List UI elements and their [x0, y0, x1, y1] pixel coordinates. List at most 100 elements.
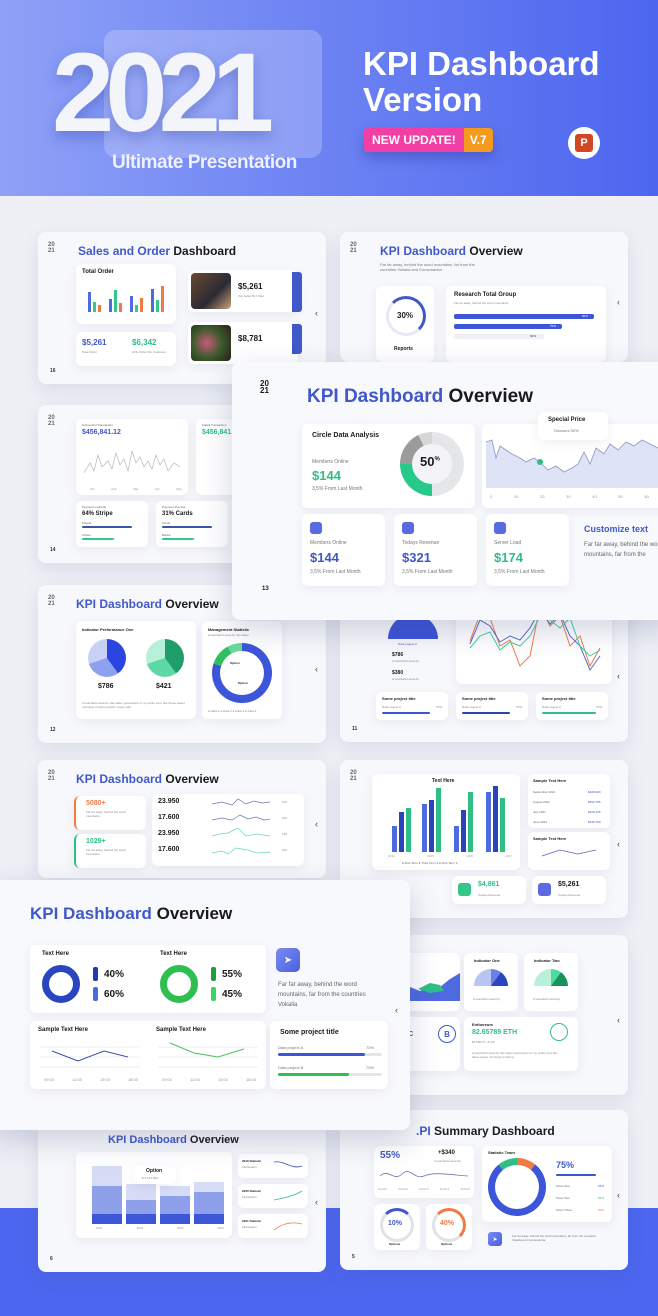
- row-tag: 225: [282, 848, 288, 852]
- gauge1-value: $786: [98, 683, 114, 690]
- plant-photo: [191, 325, 231, 361]
- order-tab[interactable]: [292, 272, 302, 312]
- card-title: Enthereum: [472, 1022, 493, 1027]
- gauge-blue: [88, 639, 126, 677]
- photo-value: $5,261: [238, 282, 263, 291]
- project-a-track: [278, 1053, 382, 1056]
- ring-10: [380, 1208, 414, 1242]
- kpi-sub: 3,5% From Last Month: [494, 569, 545, 575]
- photo-card-1: $5,261 Top Seller By Order: [188, 270, 298, 312]
- chevron-left-icon[interactable]: ‹: [617, 297, 620, 307]
- donut-option-label: Option: [238, 681, 248, 685]
- slide-title: KPI Dashboard Overview: [30, 904, 233, 923]
- ring-label: Reports: [394, 346, 413, 352]
- slide-sparkline-overview[interactable]: 20 21 KPI Dashboard Overview 5080+ Far fa…: [38, 760, 326, 878]
- summary-plus-sub: A wonderful serenity: [434, 1159, 462, 1163]
- slide-year: 20 21: [260, 379, 269, 395]
- project-card: Some project title Data project A 70%: [456, 692, 528, 720]
- chevron-left-icon[interactable]: ‹: [617, 671, 620, 681]
- card-title: Sample Text Here: [533, 836, 567, 841]
- project-bar: [382, 712, 430, 714]
- summary-description: Far far away, behind the word mountains,…: [512, 1234, 597, 1242]
- donut-option-label: Option: [230, 661, 240, 665]
- pct-female: 45%: [222, 989, 243, 1000]
- gender-stats-card: Text Here 40% 60% Text Here 55% 45%: [30, 945, 266, 1013]
- tooltip-sub: Discount 50%: [554, 428, 579, 433]
- female-icon: [211, 987, 216, 1001]
- chevron-left-icon[interactable]: ‹: [315, 819, 318, 829]
- card-label: Failed Transaction: [202, 423, 227, 427]
- chevron-left-icon[interactable]: ‹: [315, 1197, 318, 1207]
- trend-line: [274, 1222, 303, 1231]
- time-line-charts: [40, 1042, 258, 1068]
- slide-stacked-overview[interactable]: KPI Dashboard Overview 2021 2022 2023 2024 …: [38, 1122, 326, 1272]
- transaction-value: $456,841.12: [82, 429, 121, 436]
- stat-label: Total Order: [82, 350, 97, 354]
- ring-label: Options: [441, 1242, 453, 1246]
- card-sub: A wonderful serenity: [533, 997, 561, 1001]
- sparklines: [212, 798, 271, 855]
- photo-card-2: $8,781: [188, 322, 298, 364]
- row-label: Paypal: [82, 521, 92, 525]
- slide-featured-kpi-overview[interactable]: 20 21 KPI Dashboard Overview Circle Data …: [232, 362, 658, 620]
- card-title: Text Here: [160, 951, 187, 957]
- progress-bar-70: [454, 324, 562, 329]
- table-cell: $420.435: [588, 810, 601, 814]
- gauge-green: [534, 969, 568, 986]
- table-cell: June 2021: [533, 820, 548, 824]
- card-title: Circle Data Analysis: [312, 432, 380, 439]
- row-value: 17.600: [158, 814, 180, 821]
- transaction-value: $456,841.: [202, 429, 234, 436]
- bitcoin-icon: B: [438, 1025, 456, 1043]
- project-title: Some project title: [542, 696, 576, 701]
- team-pct-value: 55%: [598, 1196, 605, 1200]
- stat-title: 2019 Statistic: [242, 1159, 262, 1163]
- others-bar: [82, 538, 114, 540]
- send-icon[interactable]: ➤: [276, 948, 300, 972]
- slide-research-overview[interactable]: 20 21 KPI Dashboard Overview Far far away…: [340, 232, 628, 362]
- bitcoin-card: ITC B: [400, 1017, 460, 1071]
- time-line-chart-card: Sample Text Here Sample Text Here 09:00 1…: [30, 1021, 266, 1089]
- page-number: 16: [50, 368, 56, 374]
- powerpoint-glyph: P: [575, 134, 593, 152]
- bar-label: 60%: [530, 334, 537, 338]
- photo-label: Top Seller By Order: [238, 294, 265, 298]
- tooltip-title: Special Price: [548, 417, 586, 423]
- send-icon[interactable]: ➤: [488, 1232, 502, 1246]
- slide-sales-order[interactable]: 20 21 Sales and Order Dashboard Total Ord…: [38, 232, 326, 384]
- indicator-one-card: Indicator One A wonderful serenity: [464, 953, 518, 1011]
- slide-people-overview[interactable]: KPI Dashboard Overview Text Here 40% 60%…: [0, 880, 410, 1130]
- chevron-left-icon[interactable]: ‹: [315, 308, 318, 318]
- percent-donut: [400, 432, 464, 496]
- project-label: Data project A: [462, 705, 481, 709]
- card-description: Far far away, behind the word mountains.: [454, 301, 509, 305]
- chevron-left-icon[interactable]: ‹: [617, 1190, 620, 1200]
- chevron-left-icon[interactable]: ‹: [315, 664, 318, 674]
- order-tab[interactable]: [292, 324, 302, 354]
- chevron-left-icon[interactable]: ‹: [617, 839, 620, 849]
- value-sub: A wonderful serenity: [392, 659, 420, 663]
- price-marker: [537, 459, 543, 465]
- revenue-card-1: $4,861 Todays Revenue: [452, 876, 526, 904]
- value-2: $380: [392, 670, 404, 676]
- card-title: Sample Text Here: [38, 1027, 88, 1033]
- management-donut: [212, 643, 272, 703]
- card-title: Some project title: [280, 1029, 339, 1036]
- blue-donut: [42, 965, 80, 1003]
- ring-40: [432, 1208, 466, 1242]
- cards-bar: [162, 526, 212, 528]
- project-card: Some project title Data project A 70%: [376, 692, 448, 720]
- stat-title: 2020 Statistic: [242, 1189, 262, 1193]
- table-cell: $468.900: [588, 790, 601, 794]
- slide-project-lines[interactable]: Data project A $786 A wonderful serenity…: [340, 600, 628, 742]
- payment-value: 64% Stripe: [82, 511, 113, 517]
- slide-title: Sales and Order Dashboard: [78, 244, 237, 258]
- chevron-left-icon[interactable]: ‹: [617, 1015, 620, 1025]
- row-value: 23.950: [158, 798, 180, 805]
- slide-summary-dashboard[interactable]: .PI Summary Dashboard 55% +$340 A wonder…: [340, 1110, 628, 1270]
- project-card: Some project title Data project A 70%: [536, 692, 608, 720]
- gauge-blue: [474, 969, 508, 986]
- chevron-left-icon[interactable]: ‹: [395, 1005, 398, 1015]
- male-icon: [93, 967, 98, 981]
- project-pct: 70%: [366, 1045, 375, 1050]
